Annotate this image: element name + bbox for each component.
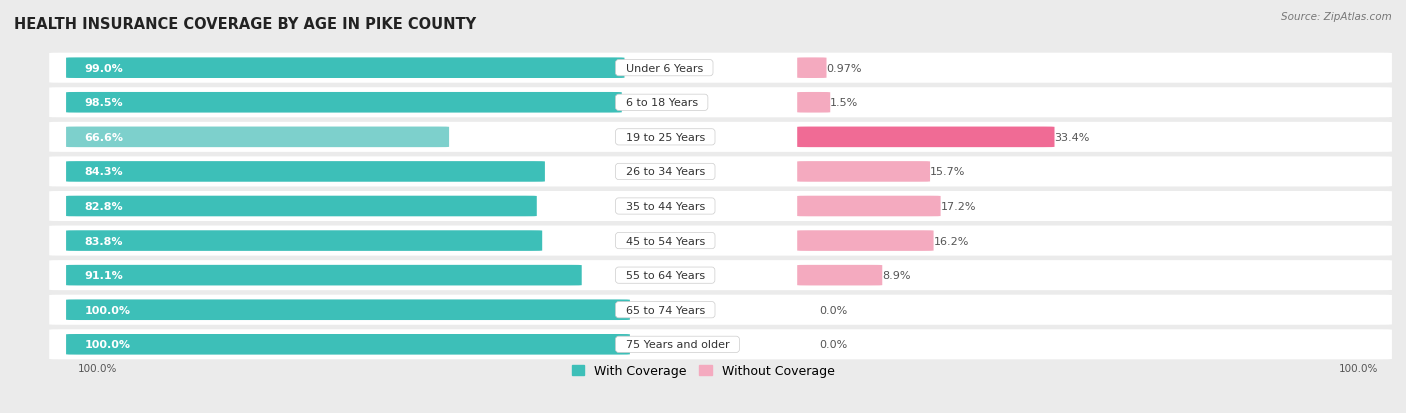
Text: Under 6 Years: Under 6 Years: [619, 64, 710, 74]
FancyBboxPatch shape: [66, 231, 543, 251]
FancyBboxPatch shape: [49, 123, 1392, 152]
FancyBboxPatch shape: [66, 300, 630, 320]
Text: 100.0%: 100.0%: [84, 305, 131, 315]
FancyBboxPatch shape: [797, 93, 830, 113]
Text: 0.0%: 0.0%: [820, 305, 848, 315]
Text: 0.0%: 0.0%: [820, 339, 848, 349]
Text: 17.2%: 17.2%: [941, 202, 976, 211]
FancyBboxPatch shape: [66, 265, 582, 286]
Text: 99.0%: 99.0%: [84, 64, 124, 74]
FancyBboxPatch shape: [49, 330, 1392, 359]
FancyBboxPatch shape: [797, 58, 827, 79]
FancyBboxPatch shape: [49, 54, 1392, 83]
FancyBboxPatch shape: [66, 93, 621, 113]
FancyBboxPatch shape: [49, 157, 1392, 187]
FancyBboxPatch shape: [797, 162, 931, 182]
FancyBboxPatch shape: [66, 334, 630, 355]
FancyBboxPatch shape: [66, 58, 624, 79]
FancyBboxPatch shape: [66, 162, 546, 182]
Text: 84.3%: 84.3%: [84, 167, 122, 177]
Text: 100.0%: 100.0%: [1339, 363, 1378, 373]
Text: 6 to 18 Years: 6 to 18 Years: [619, 98, 704, 108]
Text: 1.5%: 1.5%: [830, 98, 859, 108]
FancyBboxPatch shape: [49, 88, 1392, 118]
Text: HEALTH INSURANCE COVERAGE BY AGE IN PIKE COUNTY: HEALTH INSURANCE COVERAGE BY AGE IN PIKE…: [14, 17, 477, 31]
FancyBboxPatch shape: [49, 192, 1392, 221]
Text: 91.1%: 91.1%: [84, 271, 124, 280]
Text: 98.5%: 98.5%: [84, 98, 122, 108]
Text: 45 to 54 Years: 45 to 54 Years: [619, 236, 711, 246]
FancyBboxPatch shape: [66, 127, 449, 148]
FancyBboxPatch shape: [797, 265, 883, 286]
Text: 65 to 74 Years: 65 to 74 Years: [619, 305, 711, 315]
Text: 16.2%: 16.2%: [934, 236, 969, 246]
Text: 100.0%: 100.0%: [84, 339, 131, 349]
FancyBboxPatch shape: [49, 295, 1392, 325]
FancyBboxPatch shape: [797, 231, 934, 251]
FancyBboxPatch shape: [66, 196, 537, 217]
Text: 33.4%: 33.4%: [1054, 133, 1090, 142]
Text: 75 Years and older: 75 Years and older: [619, 339, 737, 349]
Text: 26 to 34 Years: 26 to 34 Years: [619, 167, 711, 177]
FancyBboxPatch shape: [49, 261, 1392, 290]
Text: 35 to 44 Years: 35 to 44 Years: [619, 202, 711, 211]
Text: 83.8%: 83.8%: [84, 236, 122, 246]
Text: 82.8%: 82.8%: [84, 202, 122, 211]
Text: 55 to 64 Years: 55 to 64 Years: [619, 271, 711, 280]
Text: 8.9%: 8.9%: [883, 271, 911, 280]
Text: 66.6%: 66.6%: [84, 133, 124, 142]
Text: Source: ZipAtlas.com: Source: ZipAtlas.com: [1281, 12, 1392, 22]
Text: 100.0%: 100.0%: [77, 363, 117, 373]
FancyBboxPatch shape: [797, 196, 941, 217]
Text: 15.7%: 15.7%: [931, 167, 966, 177]
FancyBboxPatch shape: [49, 226, 1392, 256]
Legend: With Coverage, Without Coverage: With Coverage, Without Coverage: [567, 359, 839, 382]
Text: 0.97%: 0.97%: [827, 64, 862, 74]
FancyBboxPatch shape: [797, 127, 1054, 148]
Text: 19 to 25 Years: 19 to 25 Years: [619, 133, 711, 142]
